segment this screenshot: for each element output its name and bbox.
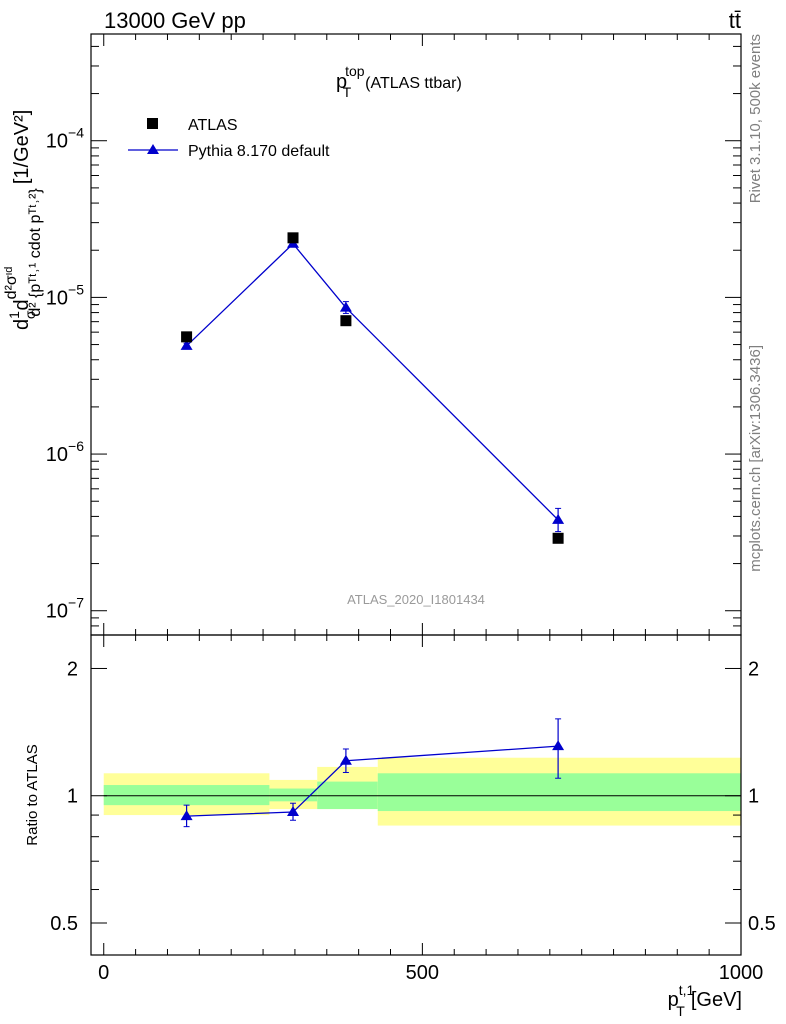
analysis-id: ATLAS_2020_I1801434: [347, 592, 485, 607]
ylabel-frac2-num: d²σᶦᵈ: [3, 267, 20, 300]
band-inner-3: [377, 773, 741, 812]
ylabel-part2: d: [11, 299, 33, 310]
x-tick-label-0: 0: [98, 962, 109, 984]
ylabel-frac2-den: d² {pᵀᵗ˒¹ cdot pᵀᵗ˒²}: [27, 188, 44, 317]
mc-point-2: [339, 301, 352, 312]
ratio-y-tick-label-left-0: 0.5: [50, 913, 78, 935]
main-y-tick-label-2: 10−5: [46, 281, 84, 309]
title-note: (ATLAS ttbar): [365, 75, 462, 92]
x-tick-label-1000: 1000: [719, 962, 764, 984]
ylabel-frac1-den: σ: [22, 310, 38, 319]
mc-point-0: [180, 339, 193, 350]
band-inner-1: [269, 788, 318, 802]
atlas-point-1: [287, 232, 299, 244]
atlas-point-0: [181, 331, 193, 343]
legend-label-mc: Pythia 8.170 default: [188, 143, 330, 160]
legend-marker-mc: [147, 144, 159, 154]
ratio-y-tick-label-left-2: 2: [67, 658, 78, 680]
main-ylabel: d1σdd²σᶦᵈ d² {pᵀᵗ˒¹ cdot pᵀᵗ˒²}[1/GeV²]: [3, 110, 44, 330]
atlas-point-2: [340, 315, 352, 327]
title-sup: top: [345, 63, 365, 79]
ratio-line: [186, 745, 559, 817]
legend-marker-atlas: [147, 118, 158, 129]
ratio-y-tick-label-right-1: 1: [748, 786, 759, 808]
ratio-bands: [103, 757, 741, 826]
mc-point-3: [552, 513, 565, 524]
ratio-y-tick-label-right-0: 0.5: [748, 913, 776, 935]
mcplots-label: mcplots.cern.ch [arXiv:1306.3436]: [747, 345, 764, 572]
x-axis-label: pt,1 T [GeV]: [668, 982, 742, 1019]
main-axes: 10−7 10−6 10−5 10−4: [46, 33, 742, 636]
ylabel-part1: d: [11, 319, 33, 330]
title-sub: T: [343, 84, 352, 100]
ratio-point-1: [287, 806, 300, 817]
xlabel-unit: [GeV]: [691, 989, 742, 1011]
band-inner-0: [103, 785, 270, 806]
x-tick-label-500: 500: [406, 962, 439, 984]
ratio-point-3: [552, 740, 565, 751]
plot-title: ptop T (ATLAS ttbar): [336, 63, 462, 100]
main-y-tick-label-3: 10−4: [46, 125, 84, 153]
xlabel-sub: T: [676, 1003, 685, 1019]
rivet-label: Rivet 3.1.10, 500k events: [747, 34, 764, 203]
ratio-y-tick-label-right-2: 2: [748, 658, 759, 680]
main-y-tick-label-1: 10−6: [46, 438, 84, 466]
ratio-data: [180, 718, 565, 828]
ratio-ylabel: Ratio to ATLAS: [24, 744, 41, 845]
legend-label-atlas: ATLAS: [188, 117, 238, 134]
ratio-point-2: [339, 754, 352, 765]
xlabel-sup: t,1: [679, 982, 695, 998]
ratio-frame: [90, 634, 742, 956]
title-main: p: [336, 71, 347, 93]
ratio-y-tick-label-left-1: 1: [67, 786, 78, 808]
legend: ATLAS Pythia 8.170 default: [128, 117, 330, 160]
ratio-axes: 0 500 1000 0.5 0.5 1 1 2 2: [50, 634, 776, 984]
main-y-tick-label-0: 10−7: [46, 595, 84, 623]
atlas-point-3: [552, 532, 564, 544]
ylabel-unit: [1/GeV²]: [11, 110, 33, 184]
mc-line: [186, 242, 559, 521]
xlabel-main: p: [668, 989, 679, 1011]
header-left: 13000 GeV pp: [104, 8, 246, 33]
ratio-point-0: [180, 810, 193, 821]
main-data: [180, 232, 565, 544]
ylabel-frac1-num: 1: [6, 311, 22, 319]
header-right: tt̄: [729, 8, 741, 33]
